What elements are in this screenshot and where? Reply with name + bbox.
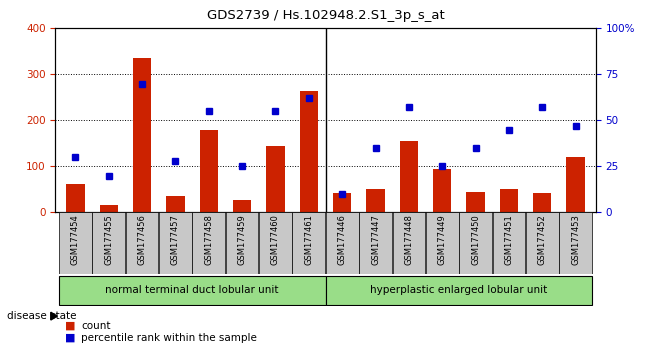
Bar: [299, 91, 318, 212]
Text: GSM177454: GSM177454: [71, 214, 80, 265]
Text: GSM177447: GSM177447: [371, 214, 380, 265]
Bar: [533, 193, 551, 212]
Bar: [359, 212, 392, 274]
Bar: [166, 196, 185, 212]
Bar: [400, 141, 418, 212]
Bar: [266, 146, 284, 212]
Bar: [59, 212, 92, 274]
Text: GDS2739 / Hs.102948.2.S1_3p_s_at: GDS2739 / Hs.102948.2.S1_3p_s_at: [206, 9, 445, 22]
Bar: [500, 189, 518, 212]
Text: GSM177452: GSM177452: [538, 214, 547, 265]
Text: GSM177449: GSM177449: [437, 214, 447, 265]
Text: GSM177456: GSM177456: [137, 214, 146, 265]
Text: GSM177458: GSM177458: [204, 214, 214, 265]
Bar: [393, 212, 425, 274]
Bar: [526, 212, 559, 274]
Bar: [292, 212, 325, 274]
Text: GSM177451: GSM177451: [505, 214, 514, 265]
Text: GSM177446: GSM177446: [338, 214, 347, 265]
Text: percentile rank within the sample: percentile rank within the sample: [81, 333, 257, 343]
Text: ■: ■: [65, 321, 76, 331]
Bar: [559, 212, 592, 274]
Bar: [433, 169, 451, 212]
Text: ■: ■: [65, 333, 76, 343]
Bar: [426, 212, 458, 274]
Text: GSM177459: GSM177459: [238, 214, 247, 265]
Text: hyperplastic enlarged lobular unit: hyperplastic enlarged lobular unit: [370, 285, 547, 295]
Text: normal terminal duct lobular unit: normal terminal duct lobular unit: [105, 285, 279, 295]
Bar: [66, 184, 85, 212]
Polygon shape: [51, 312, 57, 320]
Bar: [466, 192, 485, 212]
Bar: [226, 212, 258, 274]
Bar: [133, 58, 151, 212]
Text: GSM177448: GSM177448: [404, 214, 413, 265]
Text: GSM177460: GSM177460: [271, 214, 280, 265]
Bar: [367, 189, 385, 212]
Text: GSM177453: GSM177453: [571, 214, 580, 265]
Bar: [193, 212, 225, 274]
Bar: [326, 276, 592, 304]
Text: GSM177461: GSM177461: [304, 214, 313, 265]
Bar: [59, 276, 326, 304]
Bar: [100, 205, 118, 212]
Bar: [259, 212, 292, 274]
Bar: [326, 212, 359, 274]
Bar: [333, 193, 352, 212]
Bar: [159, 212, 192, 274]
Text: GSM177450: GSM177450: [471, 214, 480, 265]
Text: count: count: [81, 321, 111, 331]
Bar: [566, 157, 585, 212]
Bar: [459, 212, 492, 274]
Bar: [126, 212, 158, 274]
Bar: [92, 212, 125, 274]
Text: GSM177457: GSM177457: [171, 214, 180, 265]
Bar: [233, 200, 251, 212]
Bar: [200, 130, 218, 212]
Text: GSM177455: GSM177455: [104, 214, 113, 265]
Text: disease state: disease state: [7, 311, 76, 321]
Bar: [493, 212, 525, 274]
